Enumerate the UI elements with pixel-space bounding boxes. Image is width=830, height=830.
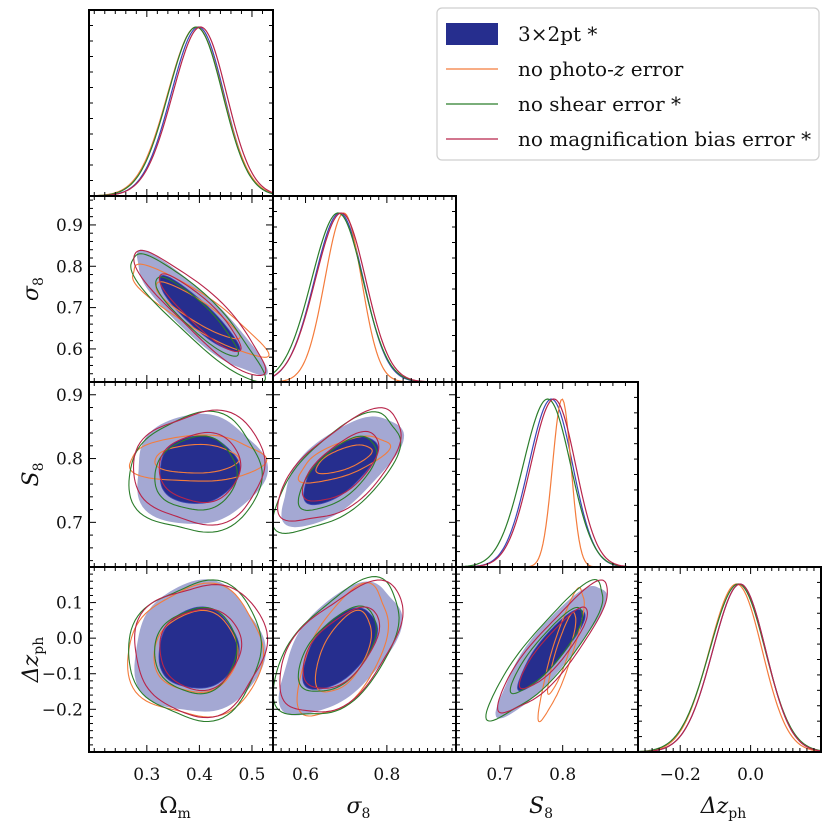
contour-inner-dz|s8-series-3 xyxy=(302,606,381,689)
y-axis-label-S8: S8 xyxy=(19,463,47,487)
marginal-s8-series-1 xyxy=(273,212,456,382)
contour-inner-S8|s8-series-1 xyxy=(315,444,373,475)
contour-outer-dz|S8-series-2 xyxy=(485,578,604,722)
legend-label-3: no magnification bias error * xyxy=(518,127,811,151)
contour-inner-dz|S8-series-2 xyxy=(509,606,584,695)
panel-s8-Om xyxy=(88,195,274,383)
panel-dz-dz xyxy=(637,566,822,753)
contour-inner-S8|s8-series-2 xyxy=(297,435,378,511)
panel-frame xyxy=(272,195,457,383)
x-tick-label-S8: 0.8 xyxy=(549,765,576,785)
contour-outer-dz|Om-series-1 xyxy=(127,582,265,718)
x-tick-label-dz: −0.2 xyxy=(660,765,701,785)
y-tick-label-s8: 0.8 xyxy=(56,257,83,277)
marginal-dz-series-1 xyxy=(638,583,821,752)
contour-inner-S8|Om-series-2 xyxy=(154,435,238,511)
x-tick-label-S8: 0.7 xyxy=(486,765,513,785)
x-tick-label-Om: 0.4 xyxy=(186,765,213,785)
contour-inner-s8|Om-series-2 xyxy=(155,276,239,357)
panel-dz-s8 xyxy=(272,566,457,753)
contour-inner-s8|Om-series-3 xyxy=(158,273,242,353)
contour-inner-S8|Om-series-3 xyxy=(158,431,242,504)
legend-frame xyxy=(436,7,820,161)
contour-outer-dz|Om-series-2 xyxy=(128,579,262,723)
legend-label-1: no photo-z error xyxy=(518,57,684,81)
y-tick-label-S8: 0.9 xyxy=(56,386,83,406)
panel-s8-s8 xyxy=(272,195,457,383)
marginal-S8-series-0 xyxy=(456,398,638,567)
contour-outer-dz|Om-series-3 xyxy=(134,584,269,719)
panel-S8-S8 xyxy=(455,381,639,568)
x-tick-label-Om: 0.5 xyxy=(238,765,265,785)
contour-outer-S8|s8-series-3 xyxy=(277,407,402,522)
legend: 3×2pt * no photo-z error no shear error * n… xyxy=(436,7,820,161)
marginal-S8-series-3 xyxy=(456,398,638,567)
marginal-dz-series-3 xyxy=(638,583,821,752)
panel-frame xyxy=(455,381,639,568)
y-axis-label-s8: σ8 xyxy=(19,277,47,301)
y-tick-label-s8: 0.7 xyxy=(56,299,83,319)
y-tick-label-S8: 0.8 xyxy=(56,450,83,470)
y-tick-label-dz: −0.2 xyxy=(42,700,83,720)
y-tick-label-S8: 0.7 xyxy=(56,513,83,533)
legend-swatch-0 xyxy=(446,23,498,45)
contour-outer-S8|Om-series-2 xyxy=(128,410,263,533)
panel-S8-Om xyxy=(88,381,274,568)
contour-outer-dz|S8-series-1 xyxy=(537,587,585,723)
contour-outer-S8|s8-series-1 xyxy=(297,435,392,484)
y-tick-label-dz: 0.1 xyxy=(56,594,83,614)
panel-dz-S8 xyxy=(455,566,639,753)
contour-outer-dz|s8-series-3 xyxy=(279,579,404,713)
contour-inner-S8|Om-series-1 xyxy=(154,443,240,474)
marginal-dz-series-0 xyxy=(638,583,821,752)
x-tick-label-s8: 0.6 xyxy=(292,765,319,785)
contour-outer-dz|S8-series-3 xyxy=(497,579,608,714)
legend-label-0: 3×2pt * xyxy=(518,22,597,46)
marginal-dz-series-2 xyxy=(638,583,821,752)
y-tick-label-s8: 0.6 xyxy=(56,340,83,360)
marginal-S8-series-2 xyxy=(456,398,638,567)
marginal-S8-series-1 xyxy=(456,398,638,567)
marginal-Om-series-3 xyxy=(89,26,273,196)
contour-inner-dz|Om-series-0 xyxy=(158,606,240,689)
panel-frame xyxy=(637,566,822,753)
contour-outer-S8|Om-series-3 xyxy=(132,409,266,526)
x-axis-label-s8: σ8 xyxy=(347,794,371,822)
contour-inner-dz|Om-series-2 xyxy=(154,606,238,695)
x-axis-label-dz: Δzph xyxy=(700,794,746,822)
contour-outer-s8|Om-series-1 xyxy=(132,263,270,358)
y-axis-label-dz: Δzph xyxy=(19,637,47,683)
y-tick-label-s8: 0.9 xyxy=(56,216,83,236)
x-tick-label-Om: 0.3 xyxy=(133,765,160,785)
x-tick-label-dz: 0.0 xyxy=(737,765,764,785)
panel-Om-Om xyxy=(88,9,274,197)
y-tick-label-dz: 0.0 xyxy=(56,629,83,649)
contour-inner-S8|s8-series-3 xyxy=(301,430,380,502)
y-tick-label-dz: −0.1 xyxy=(42,665,83,685)
contour-inner-dz|S8-series-3 xyxy=(518,606,588,690)
contour-outer-s8|Om-series-2 xyxy=(130,253,266,382)
contour-outer-S8|Om-series-1 xyxy=(128,434,268,482)
contour-outer-s8|Om-series-3 xyxy=(133,249,267,376)
legend-label-2: no shear error * xyxy=(518,92,681,116)
marginal-Om-series-2 xyxy=(89,26,273,196)
x-axis-label-S8: S8 xyxy=(529,794,553,822)
x-tick-label-s8: 0.8 xyxy=(373,765,400,785)
panel-S8-s8 xyxy=(272,381,457,568)
contour-inner-dz|Om-series-3 xyxy=(159,608,243,692)
panel-dz-Om xyxy=(88,566,274,753)
x-axis-label-Om: Ωm xyxy=(159,794,191,822)
